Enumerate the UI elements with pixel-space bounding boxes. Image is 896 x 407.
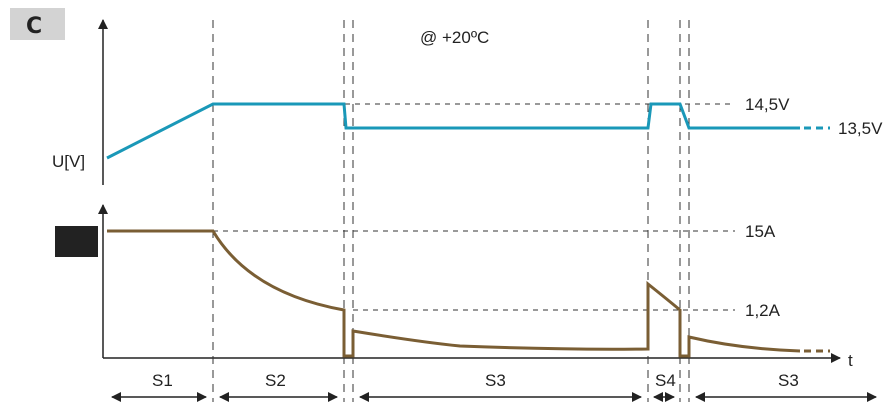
- phase-label-s4: S4: [655, 371, 676, 390]
- current-series-line: [107, 229, 801, 358]
- label-14-5v: 14,5V: [745, 95, 790, 114]
- label-1-2a: 1,2A: [745, 301, 781, 320]
- badge: C: [10, 8, 65, 40]
- phase-label-s3b: S3: [778, 371, 799, 390]
- chart-title: @ +20ºC: [420, 28, 489, 47]
- reference-lines: [213, 103, 735, 311]
- phase-label-s1: S1: [152, 371, 173, 390]
- label-15a: 15A: [745, 222, 776, 241]
- time-axis-label: t: [848, 351, 853, 370]
- label-13-5v: 13,5V: [838, 119, 883, 138]
- badge-letter: C: [26, 14, 42, 39]
- phase-label-s2: S2: [265, 371, 286, 390]
- voltage-axis-label: U[V]: [52, 152, 85, 171]
- phase-label-s3: S3: [485, 371, 506, 390]
- current-label-box: [55, 226, 98, 257]
- voltage-series-line: [106, 102, 800, 160]
- phase-boundaries: [212, 20, 690, 402]
